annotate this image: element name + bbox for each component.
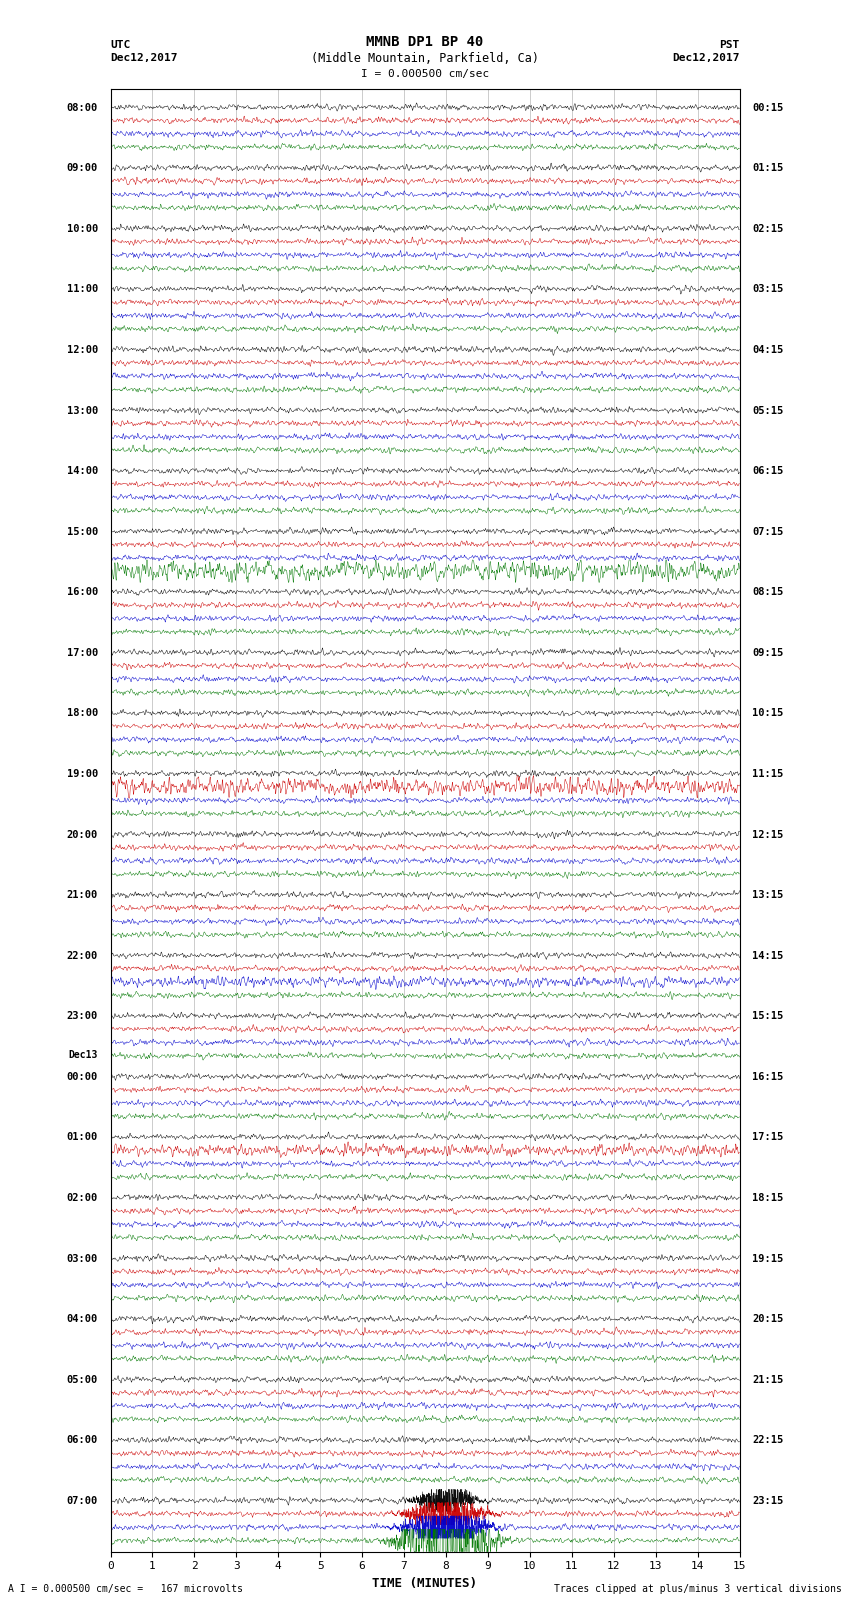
Text: 06:15: 06:15 — [752, 466, 784, 476]
Text: 09:00: 09:00 — [66, 163, 98, 173]
Text: 02:15: 02:15 — [752, 224, 784, 234]
Text: 15:00: 15:00 — [66, 527, 98, 537]
Text: 12:15: 12:15 — [752, 829, 784, 840]
Text: 01:00: 01:00 — [66, 1132, 98, 1142]
Text: 09:15: 09:15 — [752, 648, 784, 658]
Text: 00:00: 00:00 — [66, 1073, 98, 1082]
Text: 11:15: 11:15 — [752, 769, 784, 779]
Text: 08:15: 08:15 — [752, 587, 784, 597]
Text: 01:15: 01:15 — [752, 163, 784, 173]
Text: 20:00: 20:00 — [66, 829, 98, 840]
Text: Dec13: Dec13 — [69, 1050, 98, 1060]
Text: 22:00: 22:00 — [66, 950, 98, 961]
Text: 19:00: 19:00 — [66, 769, 98, 779]
Text: Dec12,2017: Dec12,2017 — [110, 53, 178, 63]
Text: 04:00: 04:00 — [66, 1315, 98, 1324]
Text: 14:15: 14:15 — [752, 950, 784, 961]
Text: 13:00: 13:00 — [66, 405, 98, 416]
Text: 08:00: 08:00 — [66, 103, 98, 113]
Text: 23:00: 23:00 — [66, 1011, 98, 1021]
Text: 10:15: 10:15 — [752, 708, 784, 718]
Text: 05:00: 05:00 — [66, 1374, 98, 1386]
Text: 03:15: 03:15 — [752, 284, 784, 295]
Text: 02:00: 02:00 — [66, 1194, 98, 1203]
Text: 16:00: 16:00 — [66, 587, 98, 597]
Text: 17:15: 17:15 — [752, 1132, 784, 1142]
Text: 11:00: 11:00 — [66, 284, 98, 295]
Text: 12:00: 12:00 — [66, 345, 98, 355]
Text: A I = 0.000500 cm/sec =   167 microvolts: A I = 0.000500 cm/sec = 167 microvolts — [8, 1584, 243, 1594]
Text: 15:15: 15:15 — [752, 1011, 784, 1021]
Text: 07:15: 07:15 — [752, 527, 784, 537]
Text: 05:15: 05:15 — [752, 405, 784, 416]
Text: 00:15: 00:15 — [752, 103, 784, 113]
Text: 21:00: 21:00 — [66, 890, 98, 900]
Text: 07:00: 07:00 — [66, 1495, 98, 1507]
Text: I = 0.000500 cm/sec: I = 0.000500 cm/sec — [361, 69, 489, 79]
Text: PST: PST — [719, 40, 740, 50]
Text: 18:00: 18:00 — [66, 708, 98, 718]
Text: 10:00: 10:00 — [66, 224, 98, 234]
Text: 18:15: 18:15 — [752, 1194, 784, 1203]
Text: Dec12,2017: Dec12,2017 — [672, 53, 740, 63]
Text: 06:00: 06:00 — [66, 1436, 98, 1445]
Text: 04:15: 04:15 — [752, 345, 784, 355]
Text: 17:00: 17:00 — [66, 648, 98, 658]
Text: 21:15: 21:15 — [752, 1374, 784, 1386]
Text: Traces clipped at plus/minus 3 vertical divisions: Traces clipped at plus/minus 3 vertical … — [553, 1584, 842, 1594]
Text: 19:15: 19:15 — [752, 1253, 784, 1263]
Text: UTC: UTC — [110, 40, 131, 50]
Text: (Middle Mountain, Parkfield, Ca): (Middle Mountain, Parkfield, Ca) — [311, 52, 539, 65]
Text: 13:15: 13:15 — [752, 890, 784, 900]
Text: MMNB DP1 BP 40: MMNB DP1 BP 40 — [366, 35, 484, 50]
Text: 23:15: 23:15 — [752, 1495, 784, 1507]
Text: 22:15: 22:15 — [752, 1436, 784, 1445]
X-axis label: TIME (MINUTES): TIME (MINUTES) — [372, 1578, 478, 1590]
Text: 20:15: 20:15 — [752, 1315, 784, 1324]
Text: 14:00: 14:00 — [66, 466, 98, 476]
Text: 16:15: 16:15 — [752, 1073, 784, 1082]
Text: 03:00: 03:00 — [66, 1253, 98, 1263]
